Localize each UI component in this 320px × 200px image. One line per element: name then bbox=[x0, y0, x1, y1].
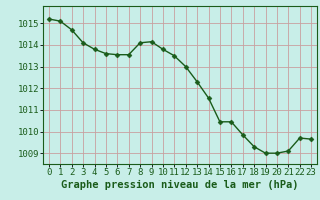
X-axis label: Graphe pression niveau de la mer (hPa): Graphe pression niveau de la mer (hPa) bbox=[61, 180, 299, 190]
